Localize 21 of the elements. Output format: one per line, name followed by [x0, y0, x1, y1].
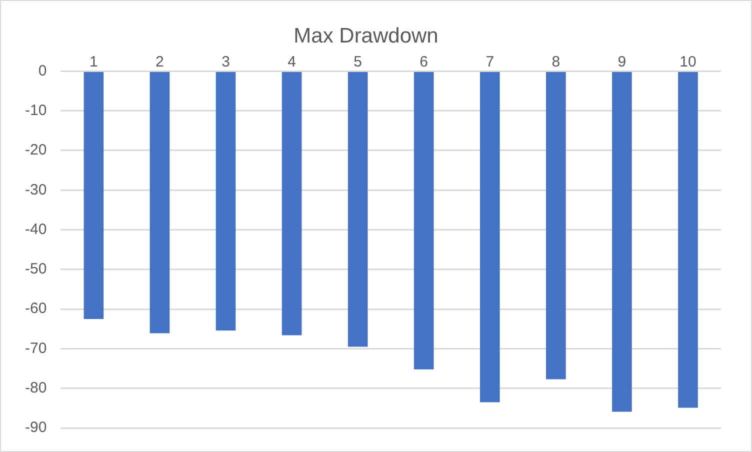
chart-title: Max Drawdown — [294, 24, 438, 48]
x-tick-label: 4 — [288, 53, 296, 70]
x-tick-label: 3 — [222, 53, 230, 70]
x-tick-label: 10 — [680, 53, 696, 70]
y-tick-label: -80 — [24, 379, 47, 396]
y-tick-label: -10 — [24, 102, 47, 119]
y-tick-label: -50 — [24, 260, 47, 278]
x-tick-label: 7 — [486, 53, 494, 70]
y-tick-label: 0 — [38, 62, 47, 80]
x-tick-label: 9 — [618, 53, 626, 70]
y-tick-label: -70 — [24, 340, 47, 357]
y-tick-label: -20 — [24, 142, 47, 159]
y-tick-label: -40 — [24, 220, 47, 238]
y-tick-label: -60 — [24, 300, 47, 318]
x-tick-label: 6 — [420, 53, 428, 70]
x-tick-label: 5 — [354, 53, 362, 70]
x-tick-label: 1 — [90, 53, 98, 70]
x-tick-label: 2 — [156, 53, 164, 70]
y-tick-label: -30 — [24, 181, 47, 198]
y-tick-label: -90 — [24, 419, 47, 436]
x-tick-label: 8 — [552, 53, 560, 70]
